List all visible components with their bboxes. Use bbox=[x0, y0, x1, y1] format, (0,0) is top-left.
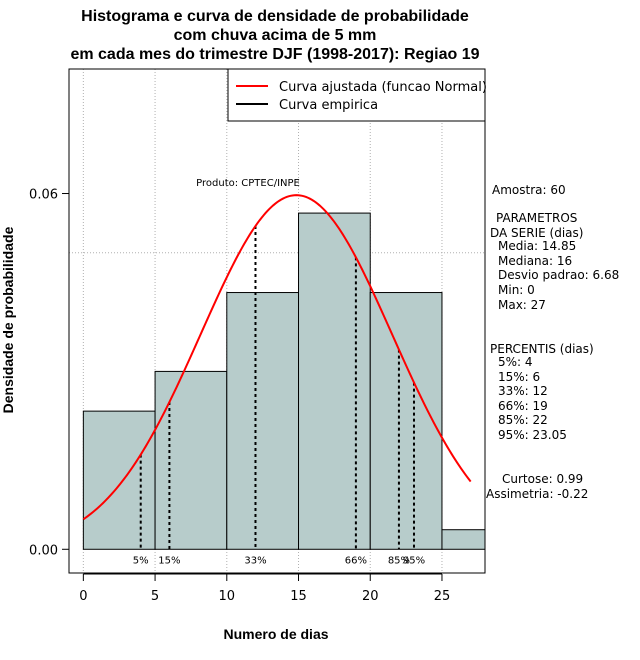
stat-params-title: PARAMETROS bbox=[496, 211, 577, 225]
y-tick-label-0: 0.00 bbox=[29, 543, 58, 558]
chart-title-line-1: Histograma e curva de densidade de proba… bbox=[81, 8, 469, 25]
percentile-label-1: 15% bbox=[158, 555, 180, 566]
percentile-label-5: 95% bbox=[403, 555, 425, 566]
stat-kurtosis: Curtose: 0.99 bbox=[502, 472, 583, 486]
percentile-lines bbox=[139, 225, 415, 550]
stat-sd: Desvio padrao: 6.68 bbox=[498, 268, 619, 282]
stat-max: Max: 27 bbox=[498, 298, 546, 312]
y-axis-title: Densidade de probabilidade bbox=[0, 226, 16, 413]
stat-p95: 95%: 23.05 bbox=[498, 428, 567, 442]
stat-sample: Amostra: 60 bbox=[492, 183, 566, 197]
x-tick-label-2: 10 bbox=[219, 589, 236, 604]
y-tick-label-1: 0.06 bbox=[29, 188, 58, 203]
legend-label-fitted-curve: Curva ajustada (funcao Normal) bbox=[279, 80, 487, 95]
stat-p5: 5%: 4 bbox=[498, 355, 533, 369]
legend: Curva ajustada (funcao Normal) Curva emp… bbox=[227, 68, 487, 122]
histogram-bar-2 bbox=[226, 292, 300, 550]
x-tick-label-5: 25 bbox=[434, 589, 451, 604]
stat-p66: 66%: 19 bbox=[498, 399, 548, 413]
stat-percentiles-title: PERCENTIS (dias) bbox=[490, 342, 594, 356]
histogram-bars bbox=[82, 212, 486, 550]
stats-panel: Amostra: 60 PARAMETROS DA SERIE (dias) M… bbox=[486, 183, 619, 501]
legend-label-empirical-curve: Curva empirica bbox=[279, 98, 378, 113]
stat-min: Min: 0 bbox=[498, 283, 535, 297]
percentile-label-3: 66% bbox=[345, 555, 367, 566]
x-axis-title: Numero de dias bbox=[223, 626, 328, 642]
histogram-bar-4 bbox=[369, 292, 443, 550]
percentile-label-0: 5% bbox=[133, 555, 149, 566]
x-tick-label-3: 15 bbox=[290, 589, 307, 604]
histogram-bar-0 bbox=[82, 410, 156, 550]
normal-curve-group bbox=[82, 194, 472, 521]
percentile-label-4: 85% bbox=[388, 555, 410, 566]
legend-box bbox=[227, 68, 486, 122]
percentile-labels: 5% 15% 33% 66% 85%95% bbox=[133, 555, 425, 566]
percentile-label-2: 33% bbox=[244, 555, 266, 566]
x-tick-label-0: 0 bbox=[79, 589, 87, 604]
y-axis: 0.00 0.06 bbox=[29, 188, 70, 558]
product-annotation: Produto: CPTEC/INPE bbox=[196, 178, 300, 189]
stat-mean: Media: 14.85 bbox=[498, 239, 576, 253]
stat-skewness: Assimetria: -0.22 bbox=[486, 487, 588, 501]
histogram-bar-5 bbox=[441, 529, 486, 550]
x-tick-label-1: 5 bbox=[151, 589, 159, 604]
stat-p85: 85%: 22 bbox=[498, 413, 548, 427]
stat-params-subtitle: DA SERIE (dias) bbox=[490, 226, 583, 240]
histogram-bar-1 bbox=[154, 370, 228, 550]
chart-title-line-3: em cada mes do trimestre DJF (1998-2017)… bbox=[70, 46, 479, 63]
stat-median: Mediana: 16 bbox=[498, 254, 572, 268]
chart-title-line-2: com chuva acima de 5 mm bbox=[174, 27, 377, 44]
stat-p33: 33%: 12 bbox=[498, 384, 548, 398]
x-axis: 0 5 10 15 20 25 bbox=[79, 573, 451, 604]
normal-curve bbox=[82, 194, 472, 521]
x-tick-label-4: 20 bbox=[362, 589, 379, 604]
stat-p15: 15%: 6 bbox=[498, 370, 540, 384]
